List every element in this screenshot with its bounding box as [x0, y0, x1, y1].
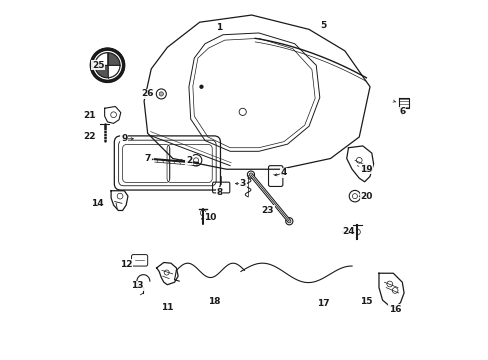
Wedge shape — [107, 65, 120, 77]
Text: 14: 14 — [91, 199, 103, 208]
Text: 11: 11 — [161, 303, 173, 312]
Text: 10: 10 — [204, 213, 216, 222]
Text: 3: 3 — [239, 179, 245, 188]
Text: 8: 8 — [216, 188, 222, 197]
Text: 13: 13 — [130, 281, 143, 290]
Text: 25: 25 — [92, 61, 104, 70]
Text: 7: 7 — [144, 154, 151, 163]
Text: 5: 5 — [320, 21, 326, 30]
Circle shape — [199, 85, 203, 89]
Text: 21: 21 — [83, 111, 96, 120]
Text: 12: 12 — [120, 260, 132, 269]
Text: 1: 1 — [216, 23, 222, 32]
Text: 24: 24 — [342, 228, 354, 237]
Circle shape — [159, 92, 163, 96]
Text: 16: 16 — [388, 305, 401, 314]
Wedge shape — [95, 53, 107, 65]
Wedge shape — [107, 53, 120, 65]
Text: 22: 22 — [83, 132, 96, 141]
Text: 19: 19 — [359, 165, 372, 174]
Circle shape — [95, 53, 120, 78]
Text: 4: 4 — [280, 168, 286, 177]
Text: 20: 20 — [360, 192, 372, 201]
Text: 6: 6 — [398, 107, 405, 116]
Text: 26: 26 — [141, 89, 154, 98]
Text: 15: 15 — [360, 297, 372, 306]
Text: 18: 18 — [207, 297, 220, 306]
Text: 23: 23 — [261, 206, 273, 215]
Text: 9: 9 — [121, 134, 127, 143]
Wedge shape — [95, 65, 107, 77]
Text: 2: 2 — [185, 156, 192, 165]
Text: 17: 17 — [316, 299, 329, 308]
